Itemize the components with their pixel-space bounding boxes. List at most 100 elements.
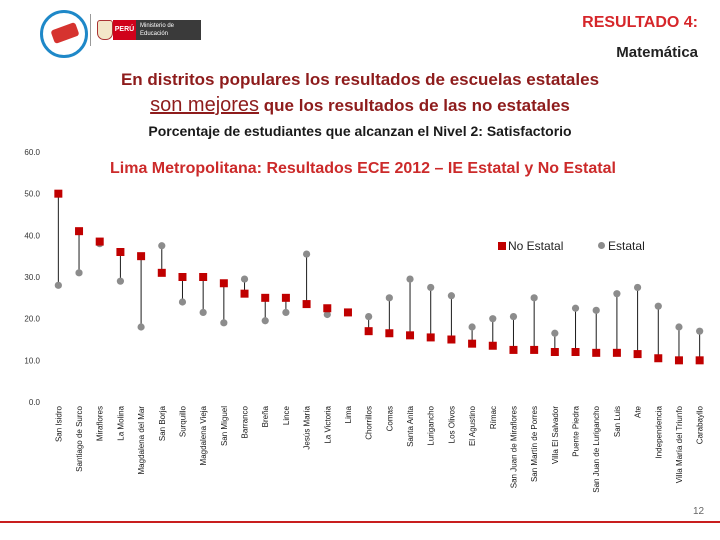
category-label: Miraflores <box>96 406 105 441</box>
estatal-point <box>158 242 166 250</box>
category-label: Breña <box>261 405 270 427</box>
no-estatal-point <box>281 293 290 302</box>
estatal-point <box>696 327 704 335</box>
chart-subtitle: Lima Metropolitana: Resultados ECE 2012 … <box>110 160 616 177</box>
y-tick-label: 40.0 <box>24 231 40 240</box>
y-tick-label: 20.0 <box>24 315 40 324</box>
category-label: Magdalena del Mar <box>137 406 146 475</box>
chart-title: Porcentaje de estudiantes que alcanzan e… <box>148 123 572 139</box>
category-label: Lima <box>344 405 353 423</box>
logo-divider <box>90 14 91 46</box>
estatal-point <box>592 306 600 314</box>
no-estatal-point <box>75 227 84 236</box>
no-estatal-point <box>116 248 125 256</box>
category-label: Jesús María <box>303 405 312 449</box>
category-label: Puente Piedra <box>572 405 581 456</box>
estatal-point <box>385 294 393 302</box>
estatal-point <box>137 323 145 331</box>
no-estatal-point <box>385 329 394 338</box>
category-label: La Victoria <box>323 405 332 443</box>
ministry-label: Ministerio de Educación <box>136 20 201 40</box>
legend-estatal-label: Estatal <box>608 238 645 253</box>
no-estatal-point <box>674 356 683 365</box>
no-estatal-point <box>530 345 539 354</box>
category-label: Carabayllo <box>696 405 705 444</box>
estatal-point <box>323 310 331 319</box>
campaign-logo-icon <box>40 10 88 58</box>
category-label: La Molina <box>116 405 125 440</box>
y-tick-label: 0.0 <box>29 398 41 407</box>
y-tick-label: 10.0 <box>24 356 40 365</box>
no-estatal-point <box>592 348 601 357</box>
estatal-point <box>365 312 373 321</box>
estatal-point <box>282 308 290 317</box>
legend-no-estatal-label: No Estatal <box>508 238 564 253</box>
no-estatal-point <box>633 350 642 359</box>
estatal-point <box>613 290 621 298</box>
category-label: Comas <box>385 406 394 431</box>
no-estatal-point <box>95 237 104 246</box>
no-estatal-point <box>509 345 518 354</box>
no-estatal-point <box>468 339 477 348</box>
category-label: San Martín de Porres <box>530 406 539 482</box>
category-label: Independencia <box>654 405 663 458</box>
headline-line-2: son mejores que los resultados de las no… <box>0 94 720 117</box>
estatal-point <box>468 323 476 331</box>
category-label: Santiago de Surco <box>75 405 84 471</box>
headline-emphasis: son mejores <box>150 94 260 116</box>
result-title: RESULTADO 4: <box>582 14 698 31</box>
estatal-point <box>302 250 311 258</box>
category-label: San Borja <box>158 405 167 441</box>
no-estatal-point <box>406 331 415 340</box>
no-estatal-point <box>612 348 621 357</box>
estatal-point <box>261 317 269 325</box>
no-estatal-point <box>261 293 270 302</box>
category-label: Surquillo <box>178 405 187 437</box>
chart-legend: No Estatal Estatal <box>498 238 645 253</box>
no-estatal-point <box>447 335 456 344</box>
legend-no-estatal-marker <box>498 241 506 250</box>
page-number: 12 <box>693 506 705 517</box>
no-estatal-point <box>488 341 497 350</box>
estatal-point <box>427 283 435 292</box>
category-label: Los Olivos <box>447 406 456 443</box>
category-label: Rímac <box>489 406 498 429</box>
estatal-point <box>447 292 456 300</box>
headline-rest: que los resultados de las no estatales <box>259 96 570 115</box>
national-crest-icon <box>97 20 113 40</box>
category-label: El Agustino <box>468 405 477 446</box>
no-estatal-point <box>654 354 663 363</box>
no-estatal-point <box>571 348 580 356</box>
category-label: San Isidro <box>54 405 63 442</box>
y-tick-label: 60.0 <box>24 148 40 157</box>
estatal-point <box>240 275 249 283</box>
category-label: Ate <box>634 405 643 418</box>
no-estatal-point <box>550 348 559 356</box>
estatal-point <box>530 294 538 302</box>
no-estatal-point <box>199 273 208 281</box>
estatal-point <box>116 277 125 285</box>
category-label: Barranco <box>241 405 250 438</box>
no-estatal-point <box>302 300 311 309</box>
bottom-rule <box>0 521 720 523</box>
estatal-point <box>633 283 642 292</box>
legend-estatal-marker <box>598 242 606 250</box>
estatal-point <box>199 308 207 317</box>
category-label: Lurigancho <box>427 405 436 445</box>
category-label: Chorrillos <box>365 406 374 440</box>
peru-label: PERÚ <box>113 20 136 40</box>
no-estatal-point <box>343 308 352 317</box>
estatal-point <box>406 275 414 283</box>
subject-label: Matemática <box>616 44 698 61</box>
no-estatal-point <box>695 356 704 365</box>
headline-line-1: En distritos populares los resultados de… <box>120 70 600 89</box>
no-estatal-point <box>178 273 187 281</box>
category-label: Lince <box>282 405 291 425</box>
estatal-point <box>654 302 662 310</box>
category-label: San Miguel <box>220 406 229 446</box>
category-label: San Luis <box>613 406 622 437</box>
category-label: Santa Anita <box>406 405 415 446</box>
no-estatal-point <box>219 279 228 288</box>
